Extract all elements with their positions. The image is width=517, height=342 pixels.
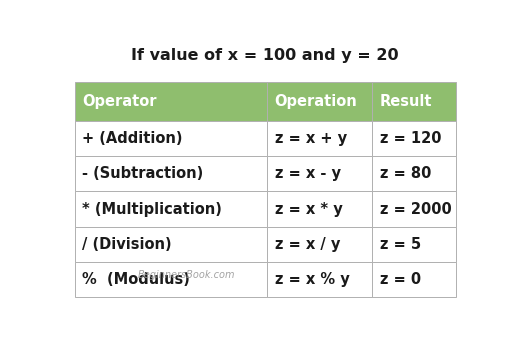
Text: / (Division): / (Division) xyxy=(82,237,172,252)
Text: z = 5: z = 5 xyxy=(379,237,421,252)
Text: z = x % y: z = x % y xyxy=(275,272,349,287)
Text: z = 120: z = 120 xyxy=(379,131,441,146)
Text: * (Multiplication): * (Multiplication) xyxy=(82,201,222,216)
Text: z = 80: z = 80 xyxy=(379,166,431,181)
Bar xyxy=(74,262,267,297)
Text: z = 2000: z = 2000 xyxy=(379,201,451,216)
Bar xyxy=(372,82,457,121)
Bar xyxy=(267,262,372,297)
Text: + (Addition): + (Addition) xyxy=(82,131,183,146)
Text: Operation: Operation xyxy=(275,94,357,109)
Text: Operator: Operator xyxy=(82,94,156,109)
Bar xyxy=(372,192,457,227)
Text: If value of x = 100 and y = 20: If value of x = 100 and y = 20 xyxy=(131,48,399,63)
Bar xyxy=(74,192,267,227)
Text: z = x - y: z = x - y xyxy=(275,166,341,181)
Bar xyxy=(74,121,267,156)
Bar xyxy=(267,156,372,192)
Bar xyxy=(74,227,267,262)
Bar xyxy=(74,82,267,121)
Text: z = x + y: z = x + y xyxy=(275,131,347,146)
Bar xyxy=(372,121,457,156)
Text: z = 0: z = 0 xyxy=(379,272,421,287)
Bar xyxy=(372,262,457,297)
Text: %  (Modulus): % (Modulus) xyxy=(82,272,190,287)
Bar xyxy=(267,82,372,121)
Bar xyxy=(74,156,267,192)
Bar xyxy=(372,227,457,262)
Text: Result: Result xyxy=(379,94,432,109)
Text: BeginnersBook.com: BeginnersBook.com xyxy=(138,271,235,280)
Bar xyxy=(267,192,372,227)
Text: z = x * y: z = x * y xyxy=(275,201,342,216)
Bar xyxy=(267,121,372,156)
Bar xyxy=(267,227,372,262)
Text: z = x / y: z = x / y xyxy=(275,237,340,252)
Bar xyxy=(372,156,457,192)
Text: - (Subtraction): - (Subtraction) xyxy=(82,166,203,181)
